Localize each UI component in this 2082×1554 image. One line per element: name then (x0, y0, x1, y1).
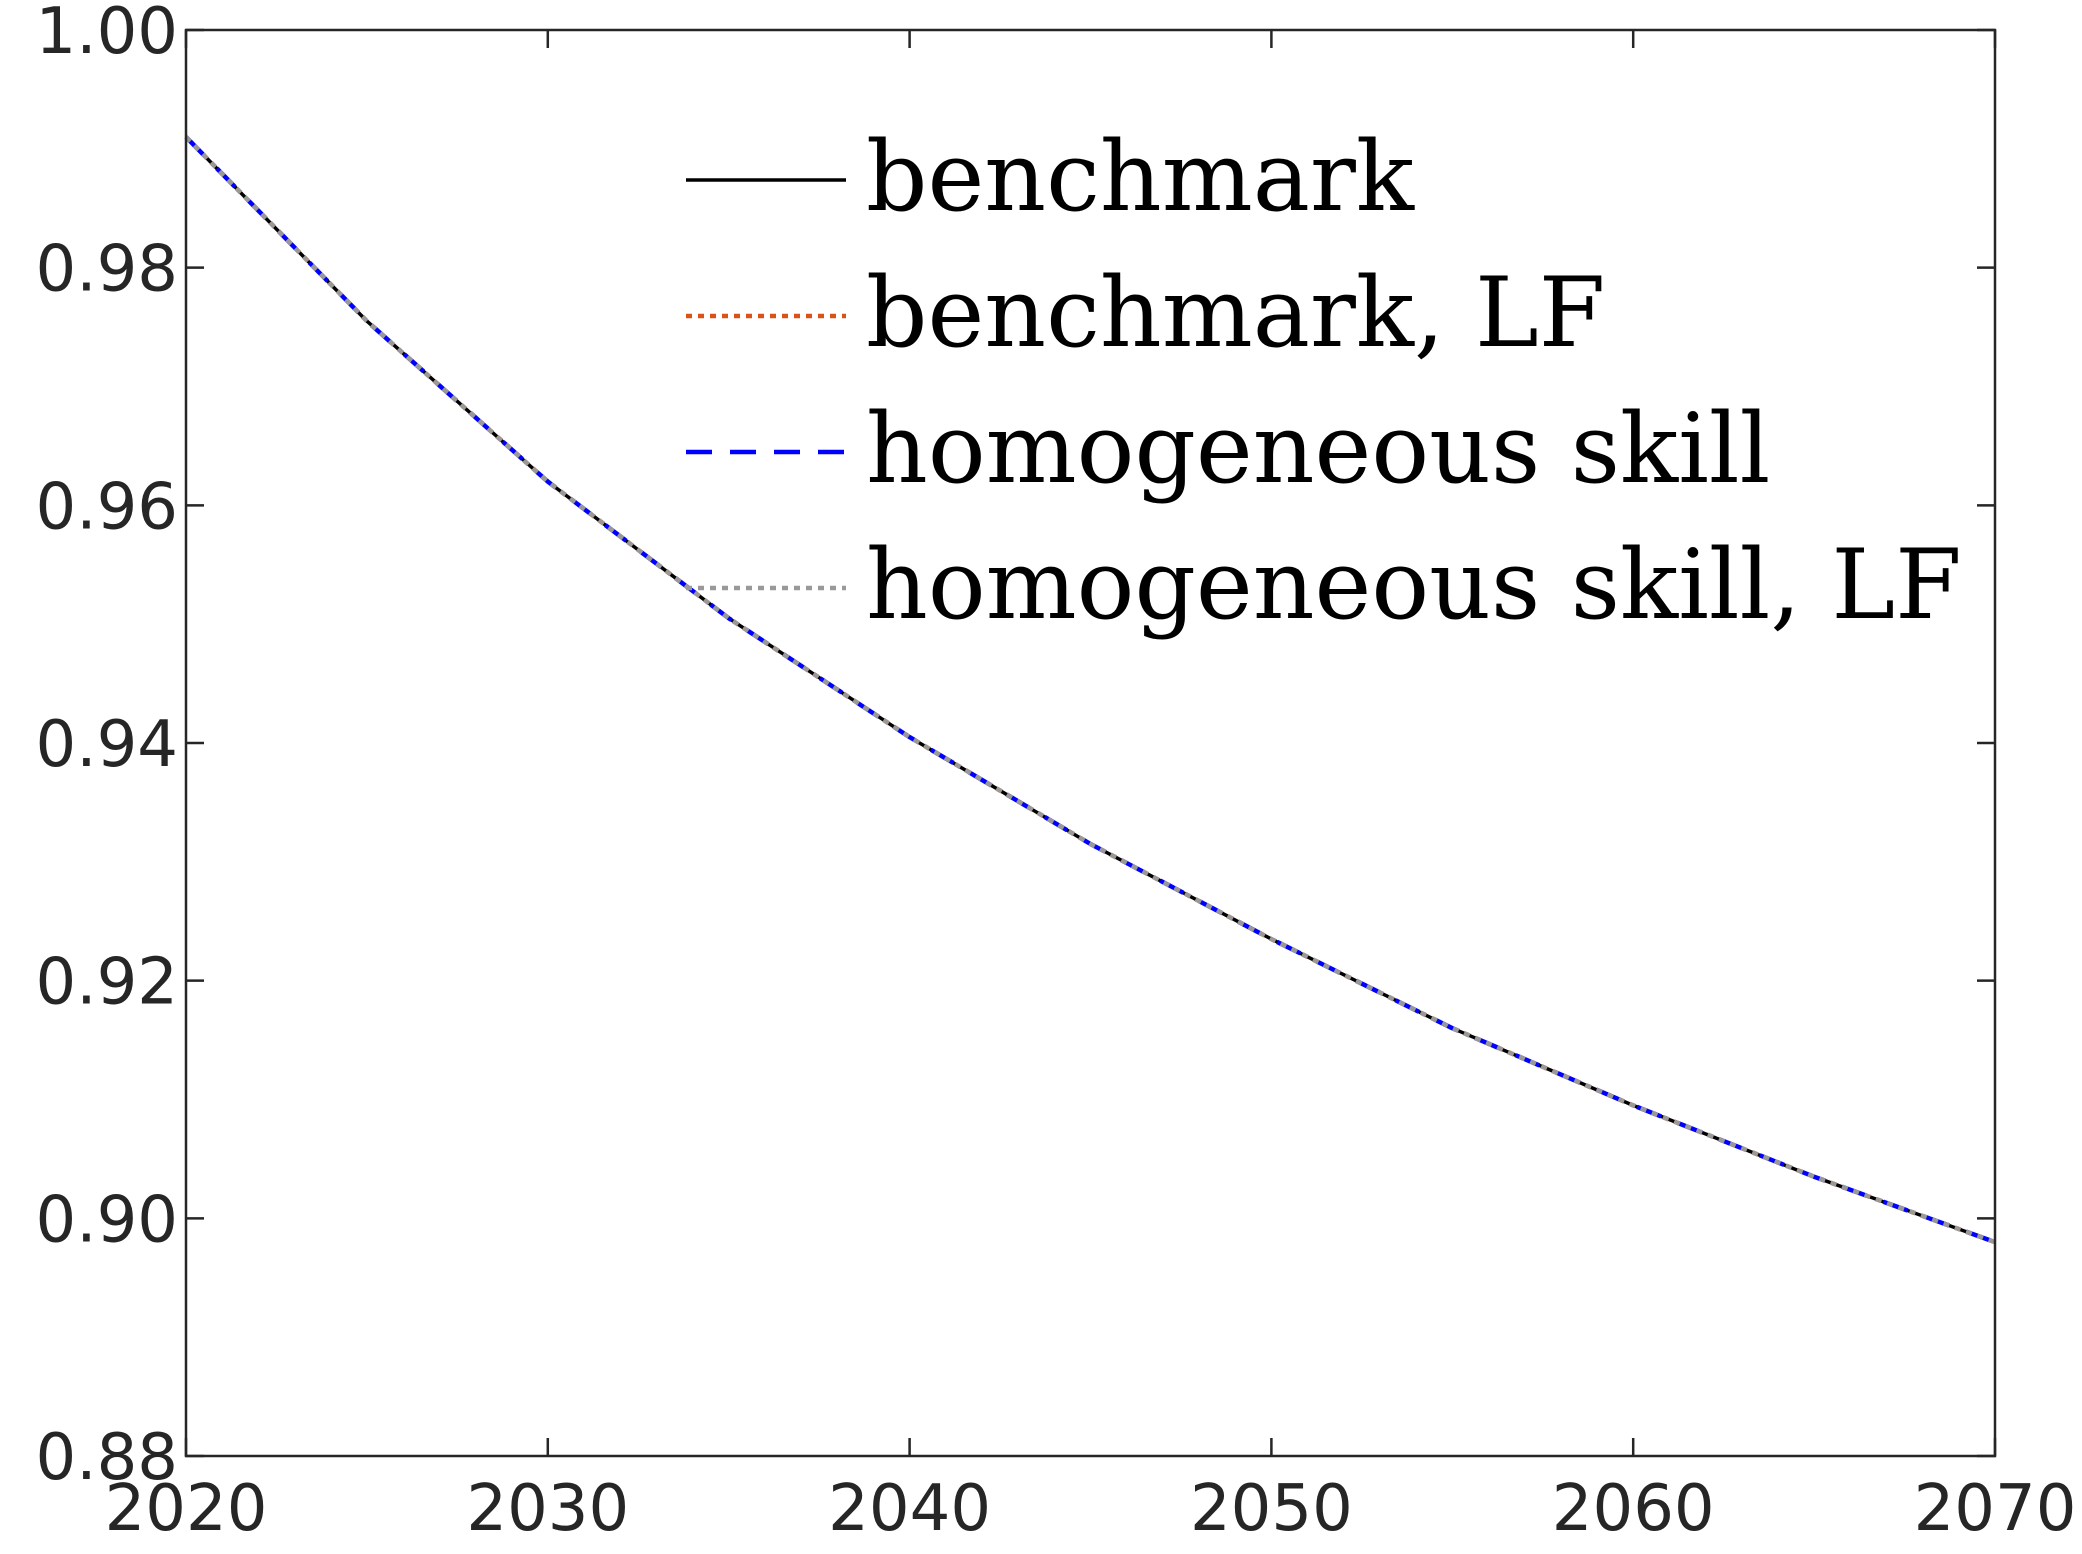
legend: benchmark benchmark, LF homogeneous skill h… (686, 121, 1962, 641)
legend-label-4: homogeneous skill, LF (866, 529, 1962, 641)
x-tick-label: 2060 (1552, 1472, 1715, 1546)
y-tick-label: 0.92 (36, 946, 179, 1020)
series-line-4 (184, 135, 1996, 1245)
x-tick-label: 2050 (1190, 1472, 1353, 1546)
x-tick-label: 2020 (105, 1472, 268, 1546)
plot-frame (184, 28, 1997, 1458)
y-tick-label: 0.98 (36, 233, 179, 307)
legend-label-1: benchmark (866, 121, 1415, 233)
y-tick-label: 0.88 (36, 1421, 179, 1495)
x-tick-label: 2040 (828, 1472, 991, 1546)
x-tick-label: 2030 (466, 1472, 629, 1546)
y-tick-label: 0.90 (36, 1183, 179, 1257)
legend-label-2: benchmark, LF (866, 257, 1605, 369)
y-tick-label: 0.94 (36, 708, 179, 782)
x-tick-label: 2070 (1914, 1472, 2077, 1546)
y-tick-label: 0.96 (36, 470, 179, 544)
legend-label-3: homogeneous skill (866, 393, 1770, 505)
series-layer (184, 135, 1996, 1245)
tick-layer: 2020 2030 2040 2050 2060 2070 0.88 0.90 0.92 0.94… (36, 0, 2077, 1546)
y-tick-label: 1.00 (36, 0, 179, 69)
